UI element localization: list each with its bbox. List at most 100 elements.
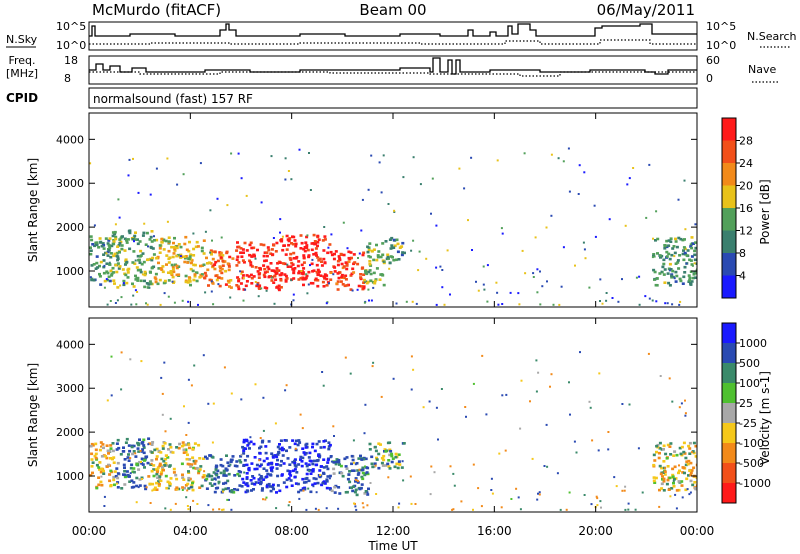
velocity-sparse-echo	[212, 508, 215, 511]
power-echo-cell	[689, 282, 692, 285]
velocity-sparse-echo	[366, 491, 369, 494]
velocity-echo-cell	[350, 454, 354, 458]
velocity-echo-cell	[360, 475, 364, 479]
velocity-echo-cell	[116, 438, 120, 442]
power-echo-cell	[89, 235, 93, 238]
velocity-echo-cell	[304, 477, 308, 481]
velocity-echo-cell	[284, 439, 288, 442]
velocity-sparse-echo	[686, 488, 689, 491]
power-echo-cell	[175, 273, 179, 277]
power-sparse-echo	[483, 288, 486, 291]
power-echo-cell	[321, 280, 325, 284]
power-echo-cell	[344, 261, 348, 264]
power-echo-cell	[312, 253, 316, 256]
power-sparse-echo	[655, 210, 658, 213]
power-echo-cell	[218, 284, 222, 288]
velocity-echo-cell	[318, 475, 322, 479]
velocity-echo-cell	[197, 443, 201, 447]
velocity-echo-cell	[286, 457, 290, 460]
power-echo-cell	[342, 265, 346, 268]
velocity-echo-cell	[355, 462, 359, 465]
power-echo-cell	[118, 241, 122, 245]
power-echo-cell	[122, 279, 126, 283]
power-echo-cell	[248, 253, 252, 257]
velocity-echo-cell	[142, 451, 146, 455]
power-echo-cell	[210, 253, 213, 256]
power-echo-cell	[207, 261, 211, 264]
power-echo-cell	[252, 246, 256, 250]
velocity-echo-cell	[335, 460, 339, 464]
velocity-echo-cell	[309, 459, 313, 463]
power-echo-cell	[237, 261, 241, 264]
velocity-echo-cell	[360, 468, 364, 472]
velocity-sparse-echo	[409, 475, 412, 478]
velocity-echo-cell	[105, 444, 109, 447]
velocity-sparse-echo	[538, 491, 541, 494]
velocity-echo-cell	[662, 444, 666, 448]
power-echo-cell	[322, 275, 326, 278]
velocity-echo-cell	[239, 470, 243, 474]
power-echo-cell	[115, 251, 119, 255]
power-colorbar-swatch-5	[722, 163, 736, 186]
velocity-echo-cell	[236, 472, 240, 476]
velocity-echo-cell	[138, 478, 142, 481]
velocity-echo-cell	[302, 481, 306, 484]
power-echo-cell	[338, 257, 342, 260]
power-sparse-echo	[306, 292, 309, 295]
velocity-echo-cell	[221, 464, 225, 468]
velocity-echo-cell	[187, 443, 191, 446]
velocity-echo-cell	[666, 465, 670, 468]
power-echo-cell	[111, 234, 115, 238]
velocity-echo-cell	[657, 456, 661, 460]
velocity-sparse-echo	[627, 508, 630, 511]
power-echo-cell	[279, 273, 283, 277]
power-echo-cell	[670, 276, 674, 279]
power-sparse-echo	[212, 303, 215, 306]
power-sparse-echo	[226, 204, 229, 207]
velocity-echo-cell	[161, 465, 164, 469]
power-sparse-echo	[117, 198, 120, 201]
velocity-sparse-echo	[337, 507, 340, 510]
velocity-echo-cell	[121, 450, 125, 453]
power-echo-cell	[143, 279, 146, 283]
power-sparse-echo	[624, 224, 627, 227]
power-echo-cell	[316, 244, 319, 248]
velocity-echo-cell	[353, 490, 357, 494]
power-echo-cell	[401, 241, 405, 245]
velocity-sparse-echo	[135, 501, 138, 504]
velocity-echo-cell	[132, 467, 136, 470]
power-echo-cell	[127, 267, 131, 271]
velocity-sparse-echo	[222, 490, 225, 493]
velocity-echo-cell	[689, 479, 693, 483]
velocity-sparse-echo	[174, 502, 177, 505]
power-echo-cell	[250, 265, 254, 268]
power-echo-cell	[314, 251, 318, 255]
velocity-echo-cell	[166, 480, 170, 484]
power-echo-cell	[138, 240, 142, 243]
power-sparse-echo	[431, 177, 434, 180]
power-sparse-echo	[435, 266, 438, 269]
velocity-echo-cell	[659, 472, 663, 476]
velocity-echo-cell	[128, 449, 132, 453]
power-sparse-echo	[89, 162, 92, 165]
power-echo-cell	[112, 240, 116, 243]
velocity-echo-cell	[687, 459, 691, 463]
noise-right-tick-bottom: 10^0	[706, 39, 736, 52]
power-echo-cell	[145, 231, 149, 235]
velocity-echo-cell	[365, 471, 369, 474]
velocity-echo-cell	[259, 482, 262, 486]
power-sparse-echo	[357, 257, 359, 259]
power-sparse-echo	[574, 264, 576, 267]
power-echo-cell	[263, 271, 267, 274]
velocity-echo-cell	[137, 442, 140, 446]
power-echo-cell	[317, 270, 321, 274]
velocity-sparse-echo	[228, 498, 230, 501]
power-y-tick-label-2: 3000	[56, 177, 84, 190]
velocity-echo-cell	[150, 443, 154, 446]
power-sparse-echo	[327, 246, 330, 249]
power-echo-cell	[392, 258, 396, 262]
power-sparse-echo	[216, 197, 219, 200]
velocity-echo-cell	[393, 465, 397, 469]
velocity-echo-cell	[293, 462, 297, 465]
power-echo-cell	[686, 249, 690, 252]
